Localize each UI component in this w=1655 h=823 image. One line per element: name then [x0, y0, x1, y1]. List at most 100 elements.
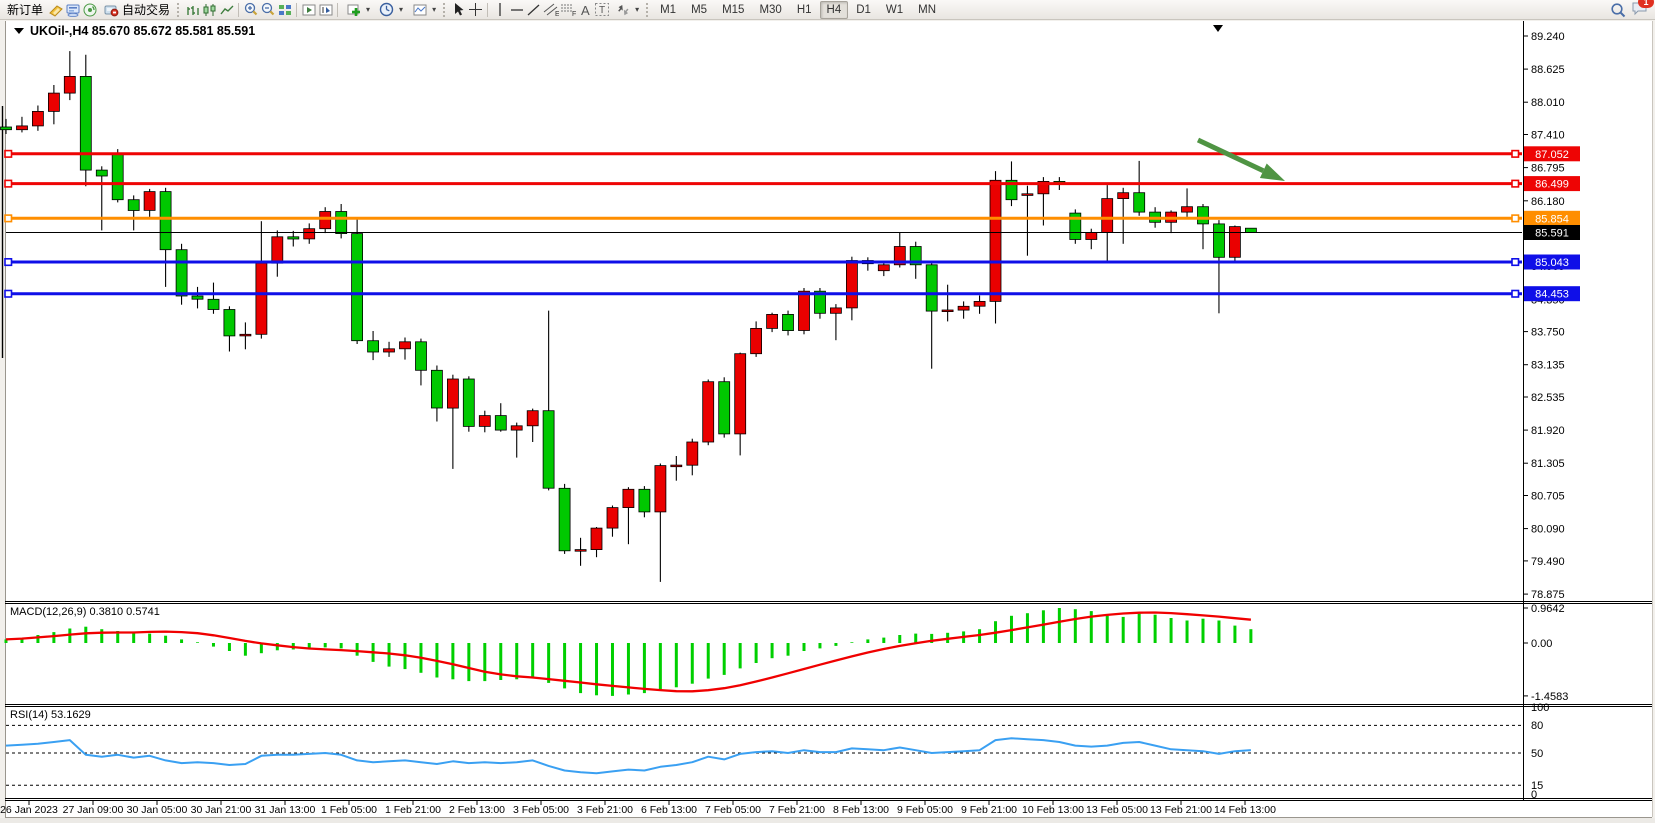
horizontal-line-icon[interactable] — [508, 2, 525, 18]
arrow-annotation[interactable] — [1196, 137, 1285, 181]
svg-text:88.625: 88.625 — [1531, 64, 1565, 76]
chart-title[interactable]: UKOil-,H4 85.670 85.672 85.581 85.591 — [14, 24, 255, 38]
tile-windows-icon[interactable] — [276, 2, 293, 18]
svg-text:0.00: 0.00 — [1531, 638, 1552, 650]
market-depth-icon[interactable] — [64, 2, 81, 18]
new-order-button[interactable]: 新订单 — [3, 1, 47, 19]
timeframe-m1[interactable]: M1 — [660, 3, 677, 16]
rsi-label: RSI(14) 53.1629 — [10, 709, 91, 721]
candle — [814, 290, 826, 314]
timeframe-h4[interactable]: H4 — [819, 0, 849, 19]
autotrading-button[interactable]: 自动交易 — [98, 1, 174, 19]
toolbar-drag-handle — [646, 2, 650, 17]
timeframe-m15[interactable]: M15 — [722, 3, 745, 16]
chevron-down-icon: ▾ — [432, 5, 437, 14]
candle — [191, 295, 204, 300]
price-label-85.854: 85.854 — [1524, 210, 1580, 226]
svg-text:1 Feb 21:00: 1 Feb 21:00 — [385, 804, 441, 816]
candle — [48, 92, 60, 112]
svg-text:88.010: 88.010 — [1531, 97, 1565, 109]
trendline-icon[interactable] — [525, 2, 542, 18]
candle — [1101, 198, 1114, 233]
candle — [590, 527, 603, 550]
macd-signal-line — [5, 611, 1252, 693]
period-button[interactable]: ▾ — [374, 1, 407, 19]
rsi-panel: RSI(14) 53.1629 — [5, 709, 1522, 786]
svg-text:30 Jan 05:00: 30 Jan 05:00 — [127, 804, 188, 816]
zoom-in-icon[interactable] — [242, 2, 259, 18]
signals-icon[interactable] — [81, 2, 98, 18]
candle — [925, 264, 938, 312]
hline-85.043[interactable] — [4, 257, 1522, 267]
candlestick-icon[interactable] — [201, 2, 218, 18]
candle — [909, 246, 922, 266]
candle — [143, 191, 156, 211]
arrange-charts-icon[interactable] — [300, 2, 317, 18]
timeframe-m30[interactable]: M30 — [759, 3, 782, 16]
channel-icon[interactable]: E — [542, 2, 559, 18]
hline-86.499[interactable] — [4, 179, 1522, 188]
svg-text:9 Feb 05:00: 9 Feb 05:00 — [897, 804, 953, 816]
candle — [255, 262, 268, 335]
crosshair-icon[interactable] — [467, 2, 484, 18]
vertical-line-icon[interactable] — [491, 2, 508, 18]
hline-85.854[interactable] — [4, 214, 1522, 223]
arrows-button[interactable]: ▾ — [610, 1, 643, 19]
candle — [798, 290, 810, 331]
templates-button[interactable]: ▾ — [407, 1, 440, 19]
candle — [1005, 179, 1018, 201]
svg-text:3 Feb 21:00: 3 Feb 21:00 — [577, 804, 633, 816]
candle — [0, 126, 12, 131]
candle — [1181, 206, 1193, 213]
candle — [207, 298, 220, 310]
candle — [510, 425, 523, 431]
time-axis[interactable]: 26 Jan 2023 27 Jan 09:00 30 Jan 05:00 30 Ja… — [0, 801, 1276, 816]
svg-text:86.499: 86.499 — [1535, 179, 1569, 191]
svg-text:0: 0 — [1531, 789, 1537, 801]
chat-button[interactable]: 1 — [1631, 0, 1654, 19]
timeframe-d1[interactable]: D1 — [856, 3, 871, 16]
candle — [239, 333, 252, 337]
hline-87.052[interactable] — [4, 149, 1522, 158]
candle — [989, 179, 1002, 302]
toolbar-separator — [296, 2, 298, 17]
line-chart-icon[interactable] — [218, 2, 235, 18]
candle — [16, 125, 28, 131]
candle — [1229, 226, 1241, 258]
hline-84.453[interactable] — [4, 289, 1522, 298]
candle — [1069, 212, 1082, 240]
new-chart-button[interactable]: ▾ — [341, 1, 374, 19]
svg-text:15: 15 — [1531, 780, 1543, 792]
auto-arrange-icon[interactable] — [317, 2, 334, 18]
svg-text:82.535: 82.535 — [1531, 392, 1565, 404]
candle — [877, 264, 890, 272]
svg-text:2 Feb 13:00: 2 Feb 13:00 — [449, 804, 505, 816]
timeframe-w1[interactable]: W1 — [885, 3, 904, 16]
candle — [1133, 192, 1146, 213]
candle — [383, 348, 395, 353]
macd-label: MACD(12,26,9) 0.3810 0.5741 — [10, 606, 160, 618]
new-chart-icon — [345, 2, 362, 18]
timeframe-m5[interactable]: M5 — [691, 3, 708, 16]
zoom-out-icon[interactable] — [259, 2, 276, 18]
svg-text:26 Jan 2023: 26 Jan 2023 — [0, 804, 58, 816]
text-icon[interactable]: A — [576, 2, 593, 18]
bar-chart-icon[interactable] — [184, 2, 201, 18]
ticket-icon[interactable] — [47, 2, 64, 18]
svg-text:13 Feb 05:00: 13 Feb 05:00 — [1086, 804, 1148, 816]
label-icon[interactable]: T — [593, 2, 610, 18]
candle — [638, 488, 651, 513]
chart-shift-marker[interactable] — [1213, 25, 1223, 32]
timeframe-mn[interactable]: MN — [918, 3, 937, 16]
timeframe-h1[interactable]: H1 — [796, 3, 812, 16]
panel-separators[interactable] — [5, 601, 1652, 801]
cursor-icon[interactable] — [450, 2, 467, 18]
chat-badge: 1 — [1638, 0, 1654, 8]
svg-text:F: F — [572, 11, 576, 17]
candle — [766, 313, 778, 329]
svg-text:83.750: 83.750 — [1531, 327, 1565, 339]
svg-text:78.875: 78.875 — [1531, 589, 1565, 601]
search-icon[interactable] — [1610, 2, 1627, 18]
fibonacci-icon[interactable]: F — [559, 2, 576, 18]
